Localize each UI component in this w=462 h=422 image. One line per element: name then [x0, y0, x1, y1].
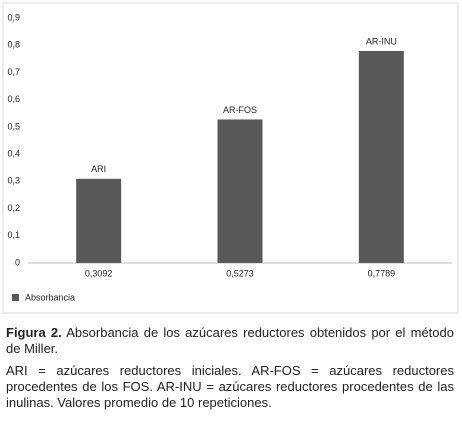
y-tick-label: 0,3	[7, 176, 20, 186]
y-tick-label: 0,2	[7, 203, 20, 213]
y-tick-label: 0,6	[7, 94, 20, 104]
y-tick-label: 0,5	[7, 121, 20, 131]
bar	[76, 178, 122, 263]
legend-label: Absorbancia	[25, 292, 75, 302]
caption-note: ARI = azúcares reductores iniciales. AR-…	[6, 363, 454, 410]
bar-label: ARI	[91, 164, 106, 174]
caption-title: Absorbancia de los azúcares reductores o…	[6, 325, 454, 356]
caption-title-paragraph: Figura 2. Absorbancia de los azúcares re…	[6, 325, 454, 357]
chart-frame	[2, 2, 459, 314]
legend-swatch	[12, 294, 19, 301]
y-tick-label: 0	[15, 257, 20, 267]
y-tick-label: 0,4	[7, 148, 20, 158]
y-tick-label: 0,7	[7, 67, 20, 77]
x-tick-label: 0,3092	[85, 268, 113, 278]
bar	[217, 119, 263, 264]
caption-label: Figura 2.	[6, 325, 62, 340]
bar	[358, 50, 404, 263]
x-tick-label: 0,5273	[226, 268, 254, 278]
bar-label: AR-INU	[366, 36, 397, 46]
caption: Figura 2. Absorbancia de los azúcares re…	[6, 325, 454, 417]
y-tick-label: 0,8	[7, 40, 20, 50]
chart: 0 0,1 0,2 0,3 0,4 0,5 0,6 0,7 0,8 0,9 0,3092 ARI 0,5…	[2, 2, 459, 314]
x-tick-label: 0,7789	[368, 268, 396, 278]
bar-label: AR-FOS	[223, 105, 257, 115]
y-tick-label: 0,9	[7, 12, 20, 22]
y-tick-label: 0,1	[7, 230, 20, 240]
